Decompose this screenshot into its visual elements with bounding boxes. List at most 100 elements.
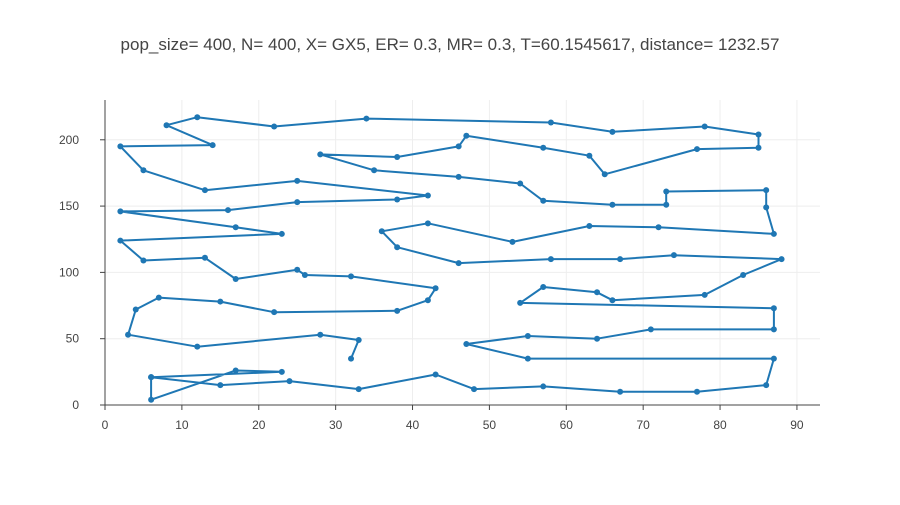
data-point-56[interactable] — [693, 146, 700, 153]
data-point-34[interactable] — [378, 228, 385, 235]
data-point-46[interactable] — [517, 180, 524, 187]
data-point-52[interactable] — [463, 132, 470, 139]
data-point-2[interactable] — [232, 367, 239, 374]
data-point-65[interactable] — [163, 122, 170, 129]
data-point-74[interactable] — [225, 207, 232, 214]
data-point-73[interactable] — [294, 199, 301, 206]
data-point-38[interactable] — [655, 224, 662, 231]
data-point-95[interactable] — [355, 337, 362, 344]
data-point-81[interactable] — [232, 276, 239, 283]
data-point-62[interactable] — [363, 115, 370, 122]
data-point-14[interactable] — [770, 355, 777, 362]
data-point-89[interactable] — [217, 298, 224, 305]
data-point-9[interactable] — [471, 386, 478, 393]
data-point-53[interactable] — [540, 144, 547, 151]
data-point-64[interactable] — [194, 114, 201, 121]
data-point-57[interactable] — [755, 144, 762, 151]
data-point-90[interactable] — [155, 294, 162, 301]
data-point-7[interactable] — [355, 386, 362, 393]
data-point-10[interactable] — [540, 383, 547, 390]
data-point-96[interactable] — [348, 355, 355, 362]
data-point-80[interactable] — [201, 254, 208, 261]
data-point-83[interactable] — [301, 272, 308, 279]
data-point-37[interactable] — [586, 222, 593, 229]
data-point-29[interactable] — [670, 252, 677, 259]
data-point-6[interactable] — [286, 378, 293, 385]
data-point-59[interactable] — [701, 123, 708, 130]
data-point-25[interactable] — [609, 297, 616, 304]
data-point-41[interactable] — [763, 187, 770, 194]
data-point-40[interactable] — [763, 204, 770, 211]
data-point-27[interactable] — [740, 272, 747, 279]
data-point-32[interactable] — [455, 260, 462, 267]
data-point-30[interactable] — [617, 256, 624, 263]
data-point-71[interactable] — [424, 192, 431, 199]
data-point-8[interactable] — [432, 371, 439, 378]
data-point-13[interactable] — [763, 382, 770, 389]
data-point-79[interactable] — [140, 257, 147, 264]
data-point-77[interactable] — [278, 230, 285, 237]
data-point-24[interactable] — [594, 289, 601, 296]
data-point-92[interactable] — [125, 331, 132, 338]
data-point-36[interactable] — [509, 238, 516, 245]
data-point-84[interactable] — [348, 273, 355, 280]
data-point-35[interactable] — [424, 220, 431, 227]
data-point-33[interactable] — [394, 244, 401, 251]
data-point-16[interactable] — [463, 341, 470, 347]
data-point-47[interactable] — [455, 173, 462, 180]
data-point-44[interactable] — [609, 201, 616, 208]
data-point-21[interactable] — [770, 305, 777, 312]
data-point-54[interactable] — [586, 152, 593, 159]
data-point-94[interactable] — [317, 331, 324, 338]
data-point-11[interactable] — [617, 388, 624, 395]
y-tick-label-2: 100 — [59, 265, 79, 279]
data-point-39[interactable] — [770, 230, 777, 237]
data-point-72[interactable] — [394, 196, 401, 203]
data-point-22[interactable] — [517, 299, 524, 306]
data-point-17[interactable] — [524, 333, 531, 340]
data-point-20[interactable] — [770, 326, 777, 333]
data-point-23[interactable] — [540, 283, 547, 290]
data-point-48[interactable] — [371, 167, 378, 174]
data-point-15[interactable] — [524, 355, 531, 362]
data-point-87[interactable] — [394, 307, 401, 314]
data-point-60[interactable] — [609, 128, 616, 135]
data-point-76[interactable] — [232, 224, 239, 231]
data-point-86[interactable] — [424, 297, 431, 304]
data-point-68[interactable] — [140, 167, 147, 174]
data-point-66[interactable] — [209, 142, 216, 149]
data-point-43[interactable] — [663, 201, 670, 208]
data-point-42[interactable] — [663, 188, 670, 195]
data-point-3[interactable] — [278, 368, 285, 375]
data-point-45[interactable] — [540, 197, 547, 204]
data-point-18[interactable] — [594, 335, 601, 342]
data-point-31[interactable] — [547, 256, 554, 263]
data-point-12[interactable] — [693, 388, 700, 395]
data-point-1[interactable] — [148, 396, 155, 403]
data-point-75[interactable] — [117, 208, 124, 215]
data-point-63[interactable] — [271, 123, 278, 130]
data-point-82[interactable] — [294, 266, 301, 273]
data-point-91[interactable] — [132, 306, 139, 313]
data-point-26[interactable] — [701, 291, 708, 298]
data-point-67[interactable] — [117, 143, 124, 150]
data-point-55[interactable] — [601, 171, 608, 178]
y-tick-label-4: 200 — [59, 133, 79, 147]
data-point-5[interactable] — [217, 382, 224, 389]
data-point-69[interactable] — [201, 187, 208, 194]
data-point-78[interactable] — [117, 237, 124, 244]
data-point-50[interactable] — [394, 154, 401, 161]
x-tick-label-2: 20 — [252, 418, 266, 432]
data-point-61[interactable] — [547, 119, 554, 126]
data-point-70[interactable] — [294, 177, 301, 184]
data-point-93[interactable] — [194, 343, 201, 350]
data-point-19[interactable] — [647, 326, 654, 333]
data-point-88[interactable] — [271, 309, 278, 316]
data-point-58[interactable] — [755, 131, 762, 138]
data-point-4[interactable] — [148, 374, 155, 381]
tick-labels: 0 10 20 30 40 50 60 70 80 90 0 50 100 150 200 — [59, 133, 804, 432]
data-point-49[interactable] — [317, 151, 324, 158]
data-point-85[interactable] — [432, 285, 439, 292]
data-point-28[interactable] — [778, 256, 785, 263]
data-point-51[interactable] — [455, 143, 462, 150]
